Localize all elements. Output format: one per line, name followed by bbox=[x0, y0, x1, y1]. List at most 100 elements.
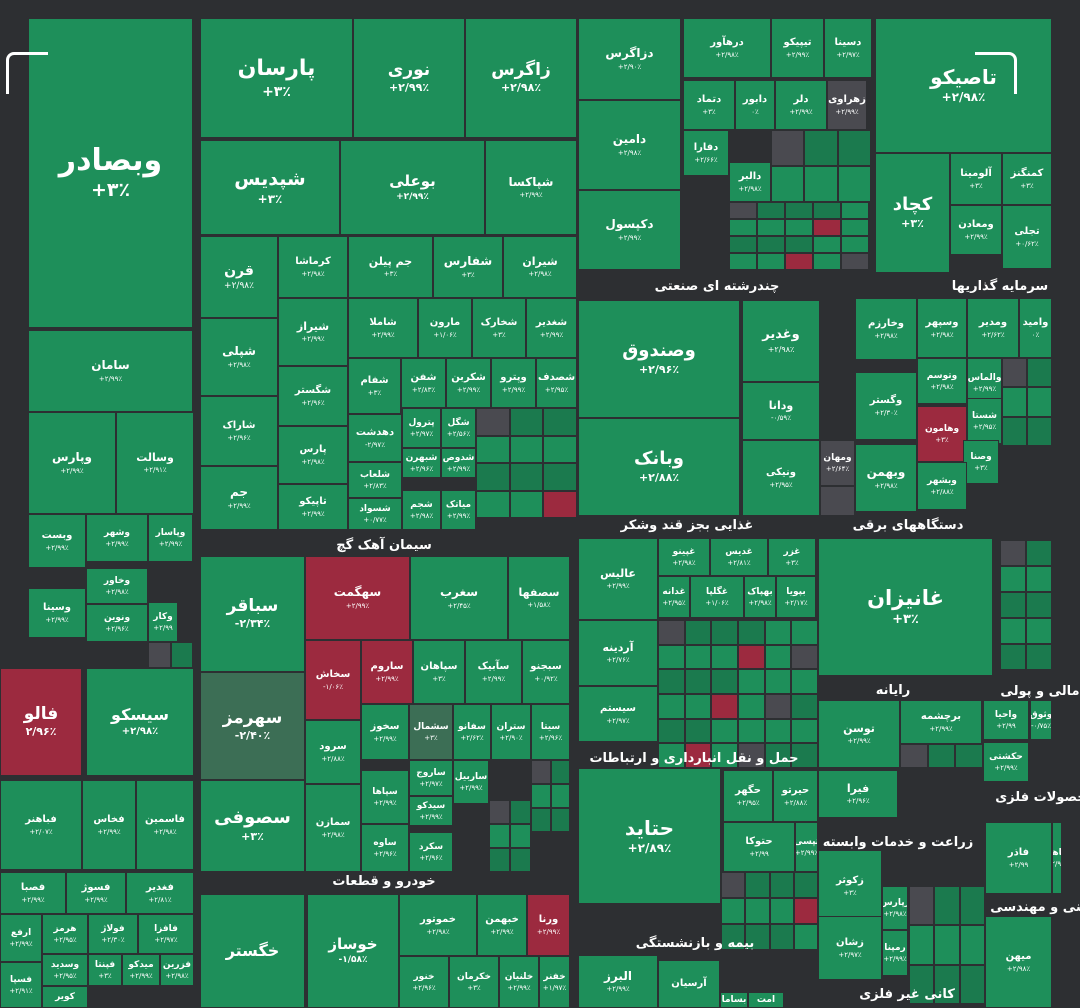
treemap-tile[interactable]: تاصیکو +۲/۹۸٪ bbox=[875, 18, 1052, 153]
treemap-cell[interactable] bbox=[489, 848, 510, 872]
treemap-cell[interactable] bbox=[684, 743, 712, 768]
treemap-tile[interactable]: شاملا +۲/۹۹٪ bbox=[348, 298, 418, 358]
treemap-tile[interactable]: سغرب +۲/۴۵٪ bbox=[410, 556, 508, 640]
treemap-cell[interactable] bbox=[658, 620, 685, 645]
treemap-cell[interactable] bbox=[711, 718, 738, 744]
treemap-tile[interactable]: ورنا +۲/۹۹٪ bbox=[527, 894, 570, 956]
treemap-cell[interactable] bbox=[769, 924, 794, 950]
treemap-cell[interactable] bbox=[543, 435, 577, 463]
treemap-cell[interactable] bbox=[909, 886, 935, 926]
treemap-cell[interactable] bbox=[658, 644, 685, 670]
treemap-tile[interactable]: هرمز +۲/۹۵٪ bbox=[42, 914, 88, 954]
treemap-tile[interactable]: سپاهان +۳٪ bbox=[413, 640, 465, 704]
treemap-tile[interactable]: وپاسار +۲/۹۹٪ bbox=[148, 514, 193, 562]
treemap-tile[interactable]: فزرین +۲/۹۸٪ bbox=[160, 954, 194, 986]
treemap-tile[interactable]: سامان +۲/۹۹٪ bbox=[28, 330, 193, 412]
treemap-cell[interactable] bbox=[841, 219, 869, 236]
treemap-cell[interactable] bbox=[489, 824, 510, 848]
treemap-tile[interactable]: ساروم +۲/۹۹٪ bbox=[361, 640, 413, 704]
treemap-cell[interactable] bbox=[785, 253, 813, 270]
treemap-tile[interactable]: پارسان +۳٪ bbox=[200, 18, 353, 138]
treemap-tile[interactable]: دزاگرس +۲/۹۰٪ bbox=[578, 18, 681, 100]
treemap-tile[interactable]: وسپهر +۲/۹۸٪ bbox=[917, 298, 967, 358]
treemap-tile[interactable]: سصفها +۱/۵۸٪ bbox=[508, 556, 570, 640]
treemap-cell[interactable] bbox=[1000, 644, 1026, 670]
treemap-tile[interactable]: زماهان +۲/۹۸٪ bbox=[1052, 822, 1062, 894]
treemap-tile[interactable]: میدکو +۲/۹۹٪ bbox=[122, 954, 160, 986]
treemap-tile[interactable]: خنور +۲/۹۶٪ bbox=[399, 956, 449, 1008]
treemap-cell[interactable] bbox=[543, 408, 577, 436]
treemap-tile[interactable]: شبهرن +۲/۹۶٪ bbox=[402, 448, 441, 478]
treemap-tile[interactable]: فاذر +۲/۹۹ bbox=[985, 822, 1052, 894]
treemap-tile[interactable]: ومهان +۲/۶۴٪ bbox=[820, 440, 855, 486]
treemap-cell[interactable] bbox=[531, 808, 551, 832]
treemap-cell[interactable] bbox=[785, 202, 813, 219]
treemap-cell[interactable] bbox=[684, 620, 712, 645]
treemap-cell[interactable] bbox=[684, 669, 712, 694]
treemap-tile[interactable]: مارون +۱/۰۶٪ bbox=[418, 298, 472, 358]
treemap-tile[interactable]: شکربن +۲/۹۹٪ bbox=[446, 358, 491, 408]
treemap-tile[interactable]: جم +۲/۹۹٪ bbox=[200, 466, 278, 530]
treemap-tile[interactable]: بپویا +۲/۱۷٪ bbox=[776, 576, 816, 618]
treemap-cell[interactable] bbox=[1000, 540, 1026, 566]
treemap-cell[interactable] bbox=[764, 718, 792, 744]
treemap-tile[interactable]: فسپا +۲/۹۱٪ bbox=[0, 962, 42, 1008]
treemap-tile[interactable]: تجلی +۰/۶۲٪ bbox=[1002, 205, 1052, 269]
treemap-tile[interactable]: تپسی +۲/۹۹٪ bbox=[795, 822, 818, 872]
treemap-tile[interactable]: سهگمت +۲/۹۹٪ bbox=[305, 556, 410, 640]
treemap-cell[interactable] bbox=[841, 202, 869, 219]
treemap-cell[interactable] bbox=[757, 236, 785, 253]
treemap-cell[interactable] bbox=[900, 744, 928, 768]
treemap-cell[interactable] bbox=[738, 644, 765, 670]
treemap-tile[interactable]: دسینا +۲/۹۷٪ bbox=[824, 18, 872, 78]
treemap-cell[interactable] bbox=[769, 872, 794, 898]
treemap-cell[interactable] bbox=[543, 490, 577, 518]
treemap-cell[interactable] bbox=[738, 718, 765, 744]
treemap-tile[interactable]: حتاید +۲/۸۹٪ bbox=[578, 768, 721, 904]
treemap-cell[interactable] bbox=[1000, 566, 1026, 592]
treemap-tile[interactable]: دفارا +۲/۶۶٪ bbox=[683, 130, 729, 176]
treemap-cell[interactable] bbox=[509, 490, 544, 518]
treemap-cell[interactable] bbox=[684, 718, 712, 744]
treemap-tile[interactable]: سخوز +۲/۹۹٪ bbox=[361, 704, 409, 760]
treemap-tile[interactable]: فخاس +۲/۹۹٪ bbox=[82, 780, 136, 870]
treemap-cell[interactable] bbox=[1000, 618, 1026, 644]
treemap-tile[interactable]: شخارک +۳٪ bbox=[472, 298, 526, 358]
treemap-tile[interactable]: خوساز -۱/۵۸٪ bbox=[307, 894, 399, 1008]
treemap-tile[interactable]: وخارزم +۲/۹۸٪ bbox=[855, 298, 917, 360]
treemap-tile[interactable]: وبست +۲/۹۹٪ bbox=[28, 514, 86, 568]
treemap-tile[interactable]: زکوثر +۳٪ bbox=[818, 850, 882, 922]
treemap-tile[interactable]: سبجنو +۰/۹۲٪ bbox=[522, 640, 570, 704]
treemap-tile[interactable]: غانیزان +۳٪ bbox=[818, 538, 993, 676]
treemap-tile[interactable]: وصندوق +۲/۹۶٪ bbox=[578, 300, 740, 418]
treemap-cell[interactable] bbox=[658, 694, 685, 719]
treemap-cell[interactable] bbox=[764, 743, 792, 768]
treemap-tile[interactable]: وبشهر +۲/۸۸٪ bbox=[917, 462, 967, 510]
treemap-cell[interactable] bbox=[489, 800, 510, 824]
treemap-tile[interactable]: وکار +۲/۹۹ bbox=[148, 602, 178, 642]
treemap-tile[interactable]: پارس +۲/۹۸٪ bbox=[278, 426, 348, 484]
treemap-cell[interactable] bbox=[550, 784, 570, 808]
treemap-cell[interactable] bbox=[543, 463, 577, 491]
treemap-cell[interactable] bbox=[837, 130, 871, 166]
treemap-cell[interactable] bbox=[837, 166, 871, 202]
treemap-cell[interactable] bbox=[476, 490, 510, 518]
treemap-tile[interactable]: غزر +۳٪ bbox=[768, 538, 816, 576]
treemap-cell[interactable] bbox=[793, 898, 818, 924]
treemap-tile[interactable]: واحیا +۲/۹۹ bbox=[983, 700, 1029, 740]
treemap-tile[interactable]: توسن +۲/۹۹٪ bbox=[818, 700, 900, 768]
treemap-tile[interactable]: بساما bbox=[720, 992, 748, 1008]
treemap-cell[interactable] bbox=[791, 620, 818, 645]
treemap-tile[interactable]: خکرمان +۳٪ bbox=[449, 956, 499, 1008]
treemap-cell[interactable] bbox=[959, 886, 985, 926]
treemap-cell[interactable] bbox=[476, 435, 510, 463]
treemap-tile[interactable]: سخاش -۱/۰۶٪ bbox=[305, 640, 361, 720]
treemap-tile[interactable]: وغدیر +۲/۹۸٪ bbox=[742, 300, 820, 382]
treemap-cell[interactable] bbox=[729, 253, 757, 270]
treemap-tile[interactable]: شفارس +۳٪ bbox=[433, 236, 503, 298]
treemap-cell[interactable] bbox=[793, 872, 818, 898]
treemap-cell[interactable] bbox=[550, 760, 570, 784]
treemap-tile[interactable]: سصوفی +۳٪ bbox=[200, 780, 305, 872]
treemap-cell[interactable] bbox=[764, 620, 792, 645]
treemap-tile[interactable]: خفنر +۱/۹۷٪ bbox=[539, 956, 570, 1008]
